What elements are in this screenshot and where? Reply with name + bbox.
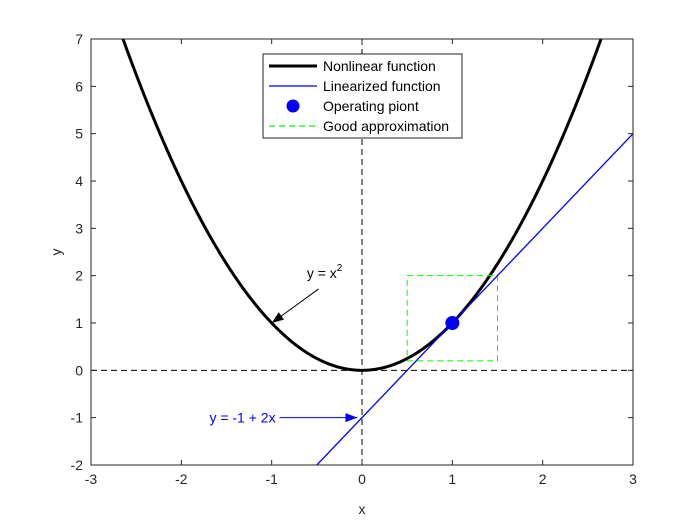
annotation-linear-arrow-head — [345, 413, 358, 423]
annotation-linear-label: y = -1 + 2x — [209, 410, 275, 426]
x-tick-label: -2 — [175, 471, 188, 487]
y-tick-label: 6 — [75, 78, 83, 94]
legend-swatch — [286, 99, 300, 113]
x-tick-label: 2 — [539, 471, 547, 487]
x-axis-label: x — [359, 501, 366, 517]
series-nonlinear-function — [121, 39, 603, 372]
y-tick-label: 7 — [75, 31, 83, 47]
y-tick-label: 5 — [75, 126, 83, 142]
y-tick-label: 0 — [75, 362, 83, 378]
y-tick-label: 2 — [75, 268, 83, 284]
x-tick-label: -1 — [265, 471, 278, 487]
y-tick-label: -2 — [71, 457, 84, 473]
legend-entry-label: Good approximation — [323, 118, 449, 134]
x-tick-label: 3 — [629, 471, 637, 487]
y-tick-label: 1 — [75, 315, 83, 331]
series-linearized-function — [316, 133, 633, 465]
legend-entry-label: Operating piont — [323, 98, 419, 114]
series-operating-point — [445, 316, 460, 330]
x-tick-label: 1 — [448, 471, 456, 487]
legend-entry-label: Linearized function — [323, 78, 441, 94]
legend-entry-label: Nonlinear function — [323, 58, 436, 74]
x-tick-label: -3 — [85, 471, 98, 487]
x-tick-label: 0 — [358, 471, 366, 487]
annotation-parabola-superscript: 2 — [337, 263, 343, 274]
y-tick-label: -1 — [71, 410, 84, 426]
annotation-parabola-arrow-head — [271, 312, 285, 323]
legend-box — [262, 53, 463, 139]
y-axis-label: y — [48, 249, 64, 256]
annotation-parabola-label: y = x2 — [307, 263, 343, 281]
y-tick-label: 4 — [75, 173, 83, 189]
y-tick-label: 3 — [75, 220, 83, 236]
